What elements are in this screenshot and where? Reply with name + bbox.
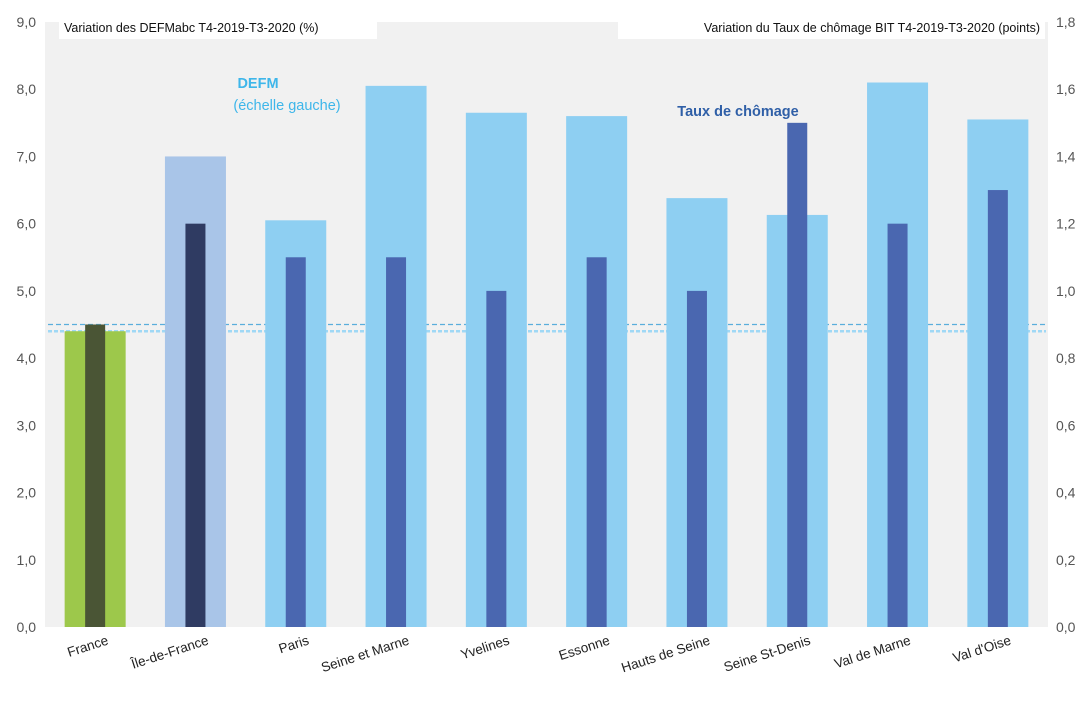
defm-annotation-title: DEFM: [237, 76, 278, 92]
taux-bars: [85, 122, 1008, 628]
left-tick-label: 2,0: [17, 485, 37, 501]
category-label: France: [65, 633, 110, 660]
category-label: Seine et Marne: [319, 633, 411, 676]
left-tick-label: 9,0: [17, 14, 37, 30]
right-tick-label: 0,4: [1056, 485, 1076, 501]
left-tick-label: 3,0: [17, 417, 37, 433]
right-tick-label: 1,2: [1056, 216, 1076, 232]
category-label: Île-de-France: [128, 633, 210, 672]
taux-bar: [987, 190, 1008, 628]
right-tick-label: 0,8: [1056, 350, 1076, 366]
category-labels: France Île-de-France Paris Seine et Marne Yv…: [65, 633, 1012, 676]
right-tick-label: 1,6: [1056, 81, 1076, 97]
right-tick-label: 1,8: [1056, 14, 1076, 30]
left-axis-ticks: 0,0 1,0 2,0 3,0 4,0 5,0 6,0 7,0 8,0 9,0: [17, 14, 37, 635]
left-axis-title-box: [59, 15, 377, 39]
right-axis-title: Variation du Taux de chômage BIT T4-2019…: [704, 21, 1040, 35]
taux-bar: [787, 122, 808, 627]
taux-bar: [586, 257, 607, 627]
taux-bar: [686, 290, 707, 627]
right-axis-title-box: [618, 15, 1045, 39]
taux-bar: [285, 257, 306, 627]
category-label: Paris: [277, 633, 311, 657]
right-tick-label: 1,0: [1056, 283, 1076, 299]
taux-bar: [185, 223, 206, 627]
left-tick-label: 5,0: [17, 283, 37, 299]
right-tick-label: 0,2: [1056, 552, 1076, 568]
right-tick-label: 0,6: [1056, 417, 1076, 433]
category-label: Seine St-Denis: [722, 633, 813, 675]
left-tick-label: 7,0: [17, 148, 37, 164]
category-label: Val de Marne: [832, 633, 912, 672]
left-axis-title: Variation des DEFMabc T4-2019-T3-2020 (%…: [64, 21, 319, 35]
left-tick-label: 8,0: [17, 81, 37, 97]
category-label: Val d'Oise: [951, 633, 1013, 666]
category-label: Yvelines: [459, 633, 512, 663]
category-label: Essonne: [557, 633, 612, 664]
right-tick-label: 0,0: [1056, 619, 1076, 635]
left-tick-label: 6,0: [17, 216, 37, 232]
taux-bar: [887, 223, 908, 627]
left-tick-label: 0,0: [17, 619, 37, 635]
left-tick-label: 4,0: [17, 350, 37, 366]
left-tick-label: 1,0: [17, 552, 37, 568]
right-tick-label: 1,4: [1056, 148, 1076, 164]
category-label: Hauts de Seine: [619, 633, 711, 676]
defm-annotation-subtitle: (échelle gauche): [233, 98, 340, 114]
taux-bar: [486, 290, 507, 627]
taux-annotation: Taux de chômage: [677, 104, 798, 120]
right-axis-ticks: 0,0 0,2 0,4 0,6 0,8 1,0 1,2 1,4 1,6 1,8: [1056, 14, 1076, 635]
taux-bar: [386, 257, 407, 627]
taux-bar: [85, 324, 106, 627]
